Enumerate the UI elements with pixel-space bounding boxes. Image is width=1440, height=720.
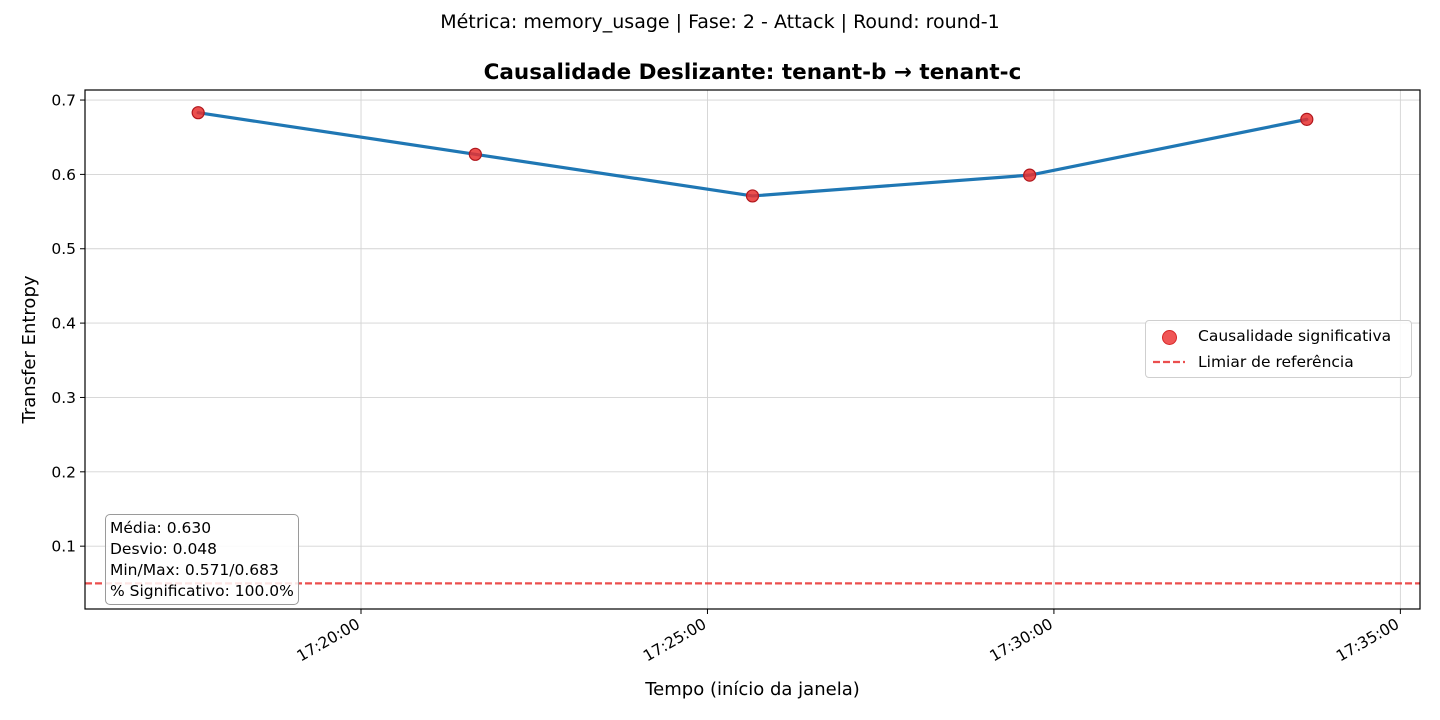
plot-frame: [84, 89, 1421, 610]
x-axis-label: Tempo (início da janela): [644, 679, 860, 700]
stat-minmax: Min/Max: 0.571/0.683: [110, 561, 279, 579]
y-tick-label: 0.7: [51, 92, 76, 110]
significant-point: [191, 106, 205, 120]
legend-marker-threshold: [1153, 360, 1185, 364]
y-tick-label: 0.2: [51, 463, 76, 481]
x-tick-label: 17:35:00: [1333, 615, 1402, 665]
chart-title: Causalidade Deslizante: tenant-b → tenan…: [484, 60, 1022, 85]
y-tick-label: 0.4: [51, 315, 76, 333]
y-tick-label: 0.1: [51, 538, 76, 556]
stats-box: Média: 0.630 Desvio: 0.048 Min/Max: 0.57…: [105, 514, 299, 605]
legend-label-threshold: Limiar de referência: [1198, 353, 1354, 371]
x-tick-label: 17:25:00: [640, 615, 709, 665]
significant-point: [468, 147, 482, 161]
figure-suptitle: Métrica: memory_usage | Fase: 2 - Attack…: [440, 11, 1000, 33]
significant-point: [1023, 168, 1037, 182]
legend-item-threshold: Limiar de referência: [1146, 350, 1411, 374]
stat-media: Média: 0.630: [110, 519, 212, 537]
y-tick-label: 0.6: [51, 166, 76, 184]
chart-legend: Causalidade significativa Limiar de refe…: [1145, 320, 1412, 378]
significant-point: [745, 189, 760, 203]
y-tick-label: 0.5: [51, 240, 76, 258]
legend-item-significant: Causalidade significativa: [1146, 324, 1411, 348]
significant-point: [1300, 112, 1314, 126]
x-tick-label: 17:20:00: [294, 615, 363, 665]
legend-label-significant: Causalidade significativa: [1198, 327, 1392, 345]
series-line: [196, 111, 1309, 198]
y-axis-label: Transfer Entropy: [19, 275, 40, 424]
stat-significativo: % Significativo: 100.0%: [110, 582, 294, 600]
stat-desvio: Desvio: 0.048: [110, 540, 218, 558]
x-tick-label: 17:30:00: [987, 615, 1056, 665]
legend-marker-significant: [1162, 330, 1177, 345]
y-tick-label: 0.3: [51, 389, 76, 407]
